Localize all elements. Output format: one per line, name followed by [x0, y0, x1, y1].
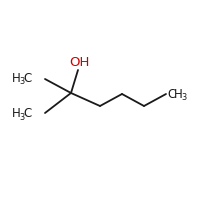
Text: H: H [174, 88, 182, 100]
Text: C: C [23, 72, 32, 85]
Text: OH: OH [69, 55, 90, 68]
Text: C: C [23, 107, 32, 120]
Text: H: H [11, 72, 20, 85]
Text: C: C [168, 88, 176, 100]
Text: 3: 3 [19, 113, 24, 122]
Text: 3: 3 [181, 93, 186, 102]
Text: 3: 3 [19, 77, 24, 86]
Text: H: H [11, 107, 20, 120]
